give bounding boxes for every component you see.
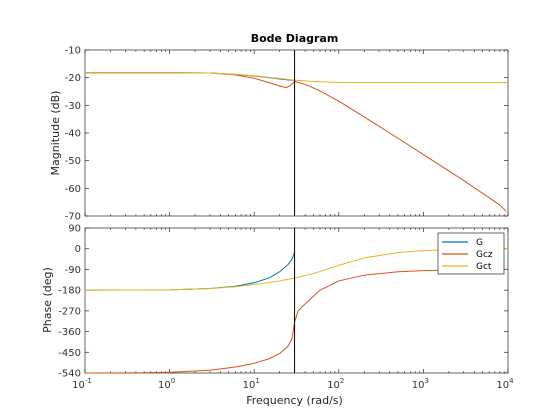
phase-y-tick-label: 90 <box>68 224 81 235</box>
phase-series-gct <box>84 248 509 291</box>
phase-y-tick-label: 0 <box>75 244 81 255</box>
legend-label-g: G <box>476 238 483 248</box>
x-tick-label: 100 <box>158 377 175 391</box>
phase-axes: -540 -450 -360 -270 -180 -90 0 90 10-1 100 101 102… <box>41 224 514 392</box>
magnitude-y-tick-label: -10 <box>65 46 81 57</box>
phase-y-tick-label: -540 <box>58 369 81 380</box>
phase-plot-area <box>84 227 509 374</box>
legend: G Gcz Gct <box>437 232 505 275</box>
magnitude-y-tick-label: -60 <box>65 184 81 195</box>
magnitude-y-tick-label: -20 <box>65 73 81 84</box>
magnitude-y-ticks: -70 -60 -50 -40 -30 -20 -10 <box>65 46 508 223</box>
phase-y-tick-label: -270 <box>58 306 81 317</box>
x-tick-label: 102 <box>327 377 344 391</box>
phase-y-label: Phase (deg) <box>41 267 54 333</box>
phase-y-tick-label: -450 <box>58 348 81 359</box>
magnitude-y-label: Magnitude (dB) <box>49 91 62 176</box>
magnitude-y-tick-label: -70 <box>65 212 81 223</box>
phase-series-gcz <box>84 268 509 374</box>
x-axis-label: Frequency (rad/s) <box>246 394 343 407</box>
magnitude-y-tick-label: -30 <box>65 101 81 112</box>
magnitude-series <box>85 50 508 216</box>
phase-y-tick-label: -360 <box>58 327 81 338</box>
legend-label-gcz: Gcz <box>476 250 493 260</box>
x-tick-label: 101 <box>243 377 260 391</box>
x-tick-label: 10-1 <box>72 377 92 391</box>
magnitude-axes: -70 -60 -50 -40 -30 -20 -10 Magnitude (dB) <box>49 46 509 223</box>
legend-label-gct: Gct <box>476 262 492 272</box>
magnitude-plot-area <box>84 49 509 217</box>
magnitude-y-tick-label: -50 <box>65 156 81 167</box>
phase-y-tick-label: -180 <box>58 286 81 297</box>
phase-y-ticks: -540 -450 -360 -270 -180 -90 0 90 <box>58 224 508 380</box>
magnitude-y-tick-label: -40 <box>65 129 81 140</box>
chart-title: Bode Diagram <box>251 32 339 45</box>
x-tick-label: 104 <box>496 377 514 391</box>
magnitude-series-gct <box>85 72 508 84</box>
phase-series <box>84 228 509 374</box>
phase-y-tick-label: -90 <box>65 265 81 276</box>
x-tick-label: 103 <box>412 377 429 391</box>
